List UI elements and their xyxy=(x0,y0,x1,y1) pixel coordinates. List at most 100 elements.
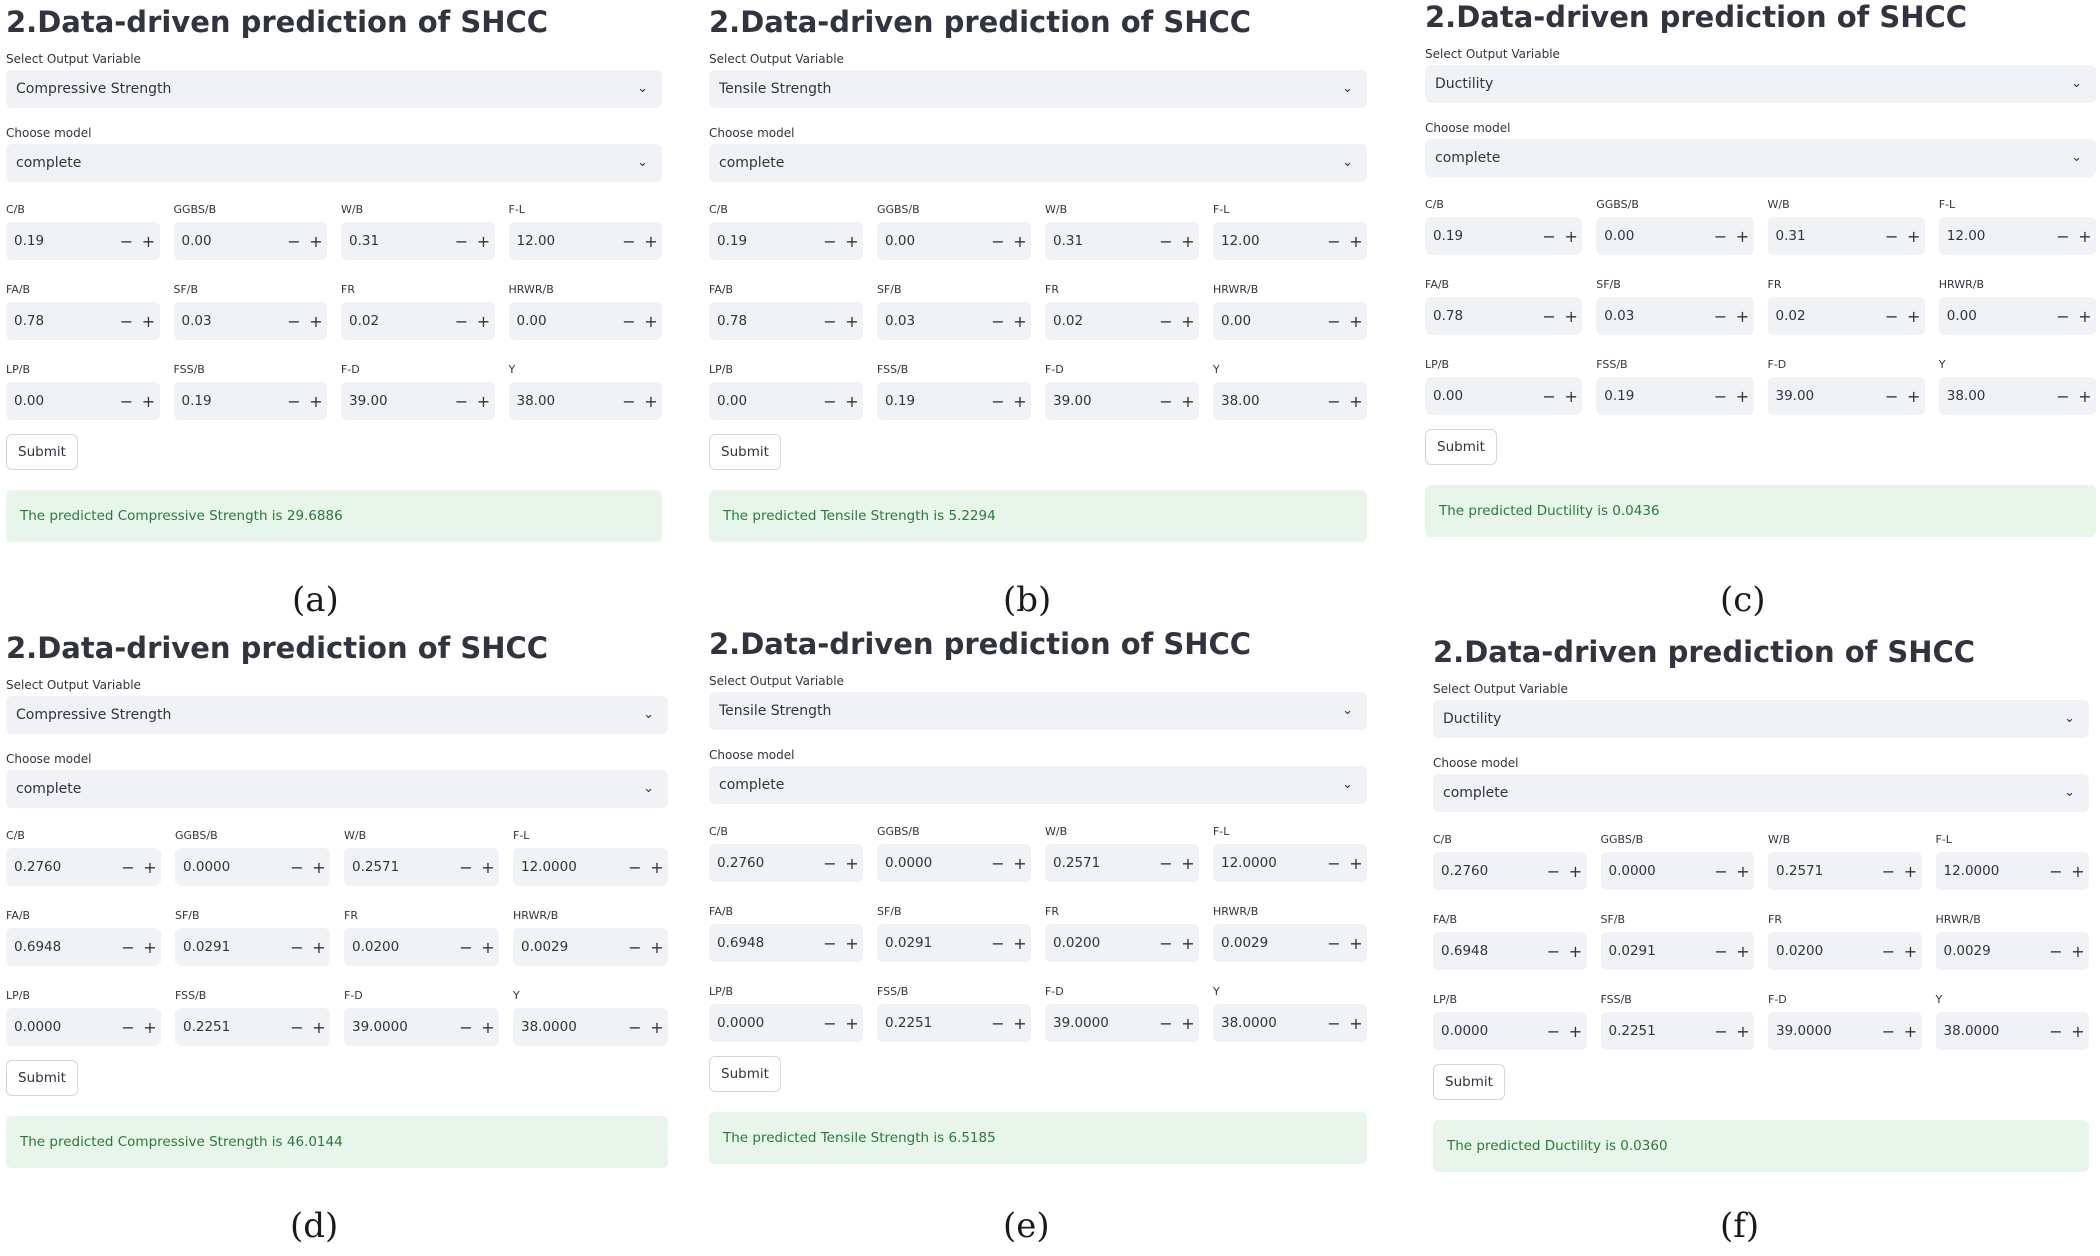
plus-icon[interactable]: + xyxy=(1564,226,1578,246)
plus-icon[interactable]: + xyxy=(1735,306,1750,326)
output-variable-select[interactable]: Ductility ⌄ xyxy=(1433,700,2089,738)
number-input-value[interactable]: 0.02 xyxy=(1775,308,1806,324)
number-input[interactable]: 0.0200 − + xyxy=(344,928,499,966)
number-input-value[interactable]: 0.0029 xyxy=(1221,935,1269,951)
plus-icon[interactable]: + xyxy=(1735,226,1750,246)
number-input-value[interactable]: 38.0000 xyxy=(521,1019,577,1035)
minus-icon[interactable]: − xyxy=(119,231,134,251)
output-variable-select[interactable]: Compressive Strength ⌄ xyxy=(6,696,668,734)
number-input[interactable]: 12.00 − + xyxy=(508,222,662,260)
plus-icon[interactable]: + xyxy=(481,937,495,957)
minus-icon[interactable]: − xyxy=(1885,386,1899,406)
plus-icon[interactable]: + xyxy=(2078,306,2092,326)
number-input-value[interactable]: 0.19 xyxy=(181,393,212,409)
plus-icon[interactable]: + xyxy=(1181,391,1195,411)
number-input[interactable]: 0.78 − + xyxy=(6,302,160,340)
minus-icon[interactable]: − xyxy=(991,853,1005,873)
number-input-value[interactable]: 0.2571 xyxy=(1053,855,1101,871)
number-input-value[interactable]: 0.02 xyxy=(349,313,380,329)
number-input[interactable]: 0.6948 − + xyxy=(6,928,161,966)
number-input[interactable]: 0.2760 − + xyxy=(1433,852,1587,890)
plus-icon[interactable]: + xyxy=(1181,311,1195,331)
number-input[interactable]: 0.00 − + xyxy=(173,222,327,260)
minus-icon[interactable]: − xyxy=(454,311,469,331)
number-input-value[interactable]: 0.0029 xyxy=(1943,943,1991,959)
minus-icon[interactable]: − xyxy=(2049,1021,2063,1041)
submit-button[interactable]: Submit xyxy=(1433,1064,1505,1100)
number-input-value[interactable]: 0.0000 xyxy=(1441,1023,1489,1039)
number-input-value[interactable]: 0.19 xyxy=(14,233,45,249)
minus-icon[interactable]: − xyxy=(1159,311,1173,331)
number-input[interactable]: 0.2571 − + xyxy=(344,848,499,886)
minus-icon[interactable]: − xyxy=(823,391,837,411)
plus-icon[interactable]: + xyxy=(1735,386,1750,406)
number-input[interactable]: 0.19 − + xyxy=(1425,217,1583,255)
number-input[interactable]: 0.0029 − + xyxy=(513,928,668,966)
plus-icon[interactable]: + xyxy=(143,937,157,957)
minus-icon[interactable]: − xyxy=(628,1017,642,1037)
number-input[interactable]: 0.00 − + xyxy=(6,382,160,420)
number-input[interactable]: 0.0000 − + xyxy=(709,1004,863,1042)
submit-button[interactable]: Submit xyxy=(709,434,781,470)
number-input-value[interactable]: 0.03 xyxy=(1604,308,1635,324)
plus-icon[interactable]: + xyxy=(845,1013,859,1033)
number-input-value[interactable]: 0.0200 xyxy=(1776,943,1824,959)
plus-icon[interactable]: + xyxy=(845,933,859,953)
number-input[interactable]: 0.0000 − + xyxy=(175,848,330,886)
plus-icon[interactable]: + xyxy=(1349,231,1363,251)
plus-icon[interactable]: + xyxy=(1349,853,1363,873)
plus-icon[interactable]: + xyxy=(1568,1021,1583,1041)
number-input[interactable]: 0.6948 − + xyxy=(1433,932,1587,970)
submit-button[interactable]: Submit xyxy=(1425,429,1497,465)
number-input-value[interactable]: 0.2760 xyxy=(1441,863,1489,879)
model-select[interactable]: complete ⌄ xyxy=(6,144,662,182)
minus-icon[interactable]: − xyxy=(1327,1013,1341,1033)
plus-icon[interactable]: + xyxy=(1564,306,1578,326)
number-input-value[interactable]: 0.6948 xyxy=(717,935,765,951)
minus-icon[interactable]: − xyxy=(1327,853,1341,873)
submit-button[interactable]: Submit xyxy=(709,1056,781,1092)
number-input[interactable]: 38.00 − + xyxy=(1938,377,2096,415)
plus-icon[interactable]: + xyxy=(312,857,326,877)
plus-icon[interactable]: + xyxy=(845,311,859,331)
minus-icon[interactable]: − xyxy=(1159,1013,1173,1033)
number-input-value[interactable]: 39.0000 xyxy=(1776,1023,1832,1039)
number-input[interactable]: 0.31 − + xyxy=(341,222,495,260)
minus-icon[interactable]: − xyxy=(121,1017,135,1037)
number-input[interactable]: 0.0000 − + xyxy=(877,844,1031,882)
minus-icon[interactable]: − xyxy=(1546,861,1561,881)
number-input[interactable]: 0.31 − + xyxy=(1045,222,1199,260)
minus-icon[interactable]: − xyxy=(823,853,837,873)
number-input-value[interactable]: 38.00 xyxy=(516,393,556,409)
plus-icon[interactable]: + xyxy=(650,857,664,877)
minus-icon[interactable]: − xyxy=(1327,391,1341,411)
minus-icon[interactable]: − xyxy=(622,311,636,331)
number-input-value[interactable]: 0.19 xyxy=(1433,228,1464,244)
number-input[interactable]: 12.0000 − + xyxy=(1213,844,1367,882)
minus-icon[interactable]: − xyxy=(991,391,1005,411)
minus-icon[interactable]: − xyxy=(2049,861,2063,881)
plus-icon[interactable]: + xyxy=(845,231,859,251)
plus-icon[interactable]: + xyxy=(1181,853,1195,873)
number-input-value[interactable]: 0.00 xyxy=(1604,228,1635,244)
output-variable-select[interactable]: Ductility ⌄ xyxy=(1425,65,2096,103)
plus-icon[interactable]: + xyxy=(312,1017,326,1037)
minus-icon[interactable]: − xyxy=(287,311,301,331)
number-input[interactable]: 0.2571 − + xyxy=(1768,852,1922,890)
minus-icon[interactable]: − xyxy=(121,937,135,957)
plus-icon[interactable]: + xyxy=(1736,1021,1750,1041)
plus-icon[interactable]: + xyxy=(481,1017,495,1037)
number-input-value[interactable]: 12.00 xyxy=(1221,233,1260,249)
minus-icon[interactable]: − xyxy=(2056,226,2070,246)
plus-icon[interactable]: + xyxy=(476,311,491,331)
number-input[interactable]: 0.0000 − + xyxy=(1433,1012,1587,1050)
minus-icon[interactable]: − xyxy=(2049,941,2063,961)
minus-icon[interactable]: − xyxy=(1327,231,1341,251)
plus-icon[interactable]: + xyxy=(481,857,495,877)
number-input-value[interactable]: 0.00 xyxy=(717,393,748,409)
plus-icon[interactable]: + xyxy=(644,391,658,411)
number-input-value[interactable]: 39.00 xyxy=(1775,388,1815,404)
number-input-value[interactable]: 0.00 xyxy=(14,393,45,409)
number-input[interactable]: 39.00 − + xyxy=(341,382,495,420)
number-input-value[interactable]: 0.0000 xyxy=(14,1019,62,1035)
